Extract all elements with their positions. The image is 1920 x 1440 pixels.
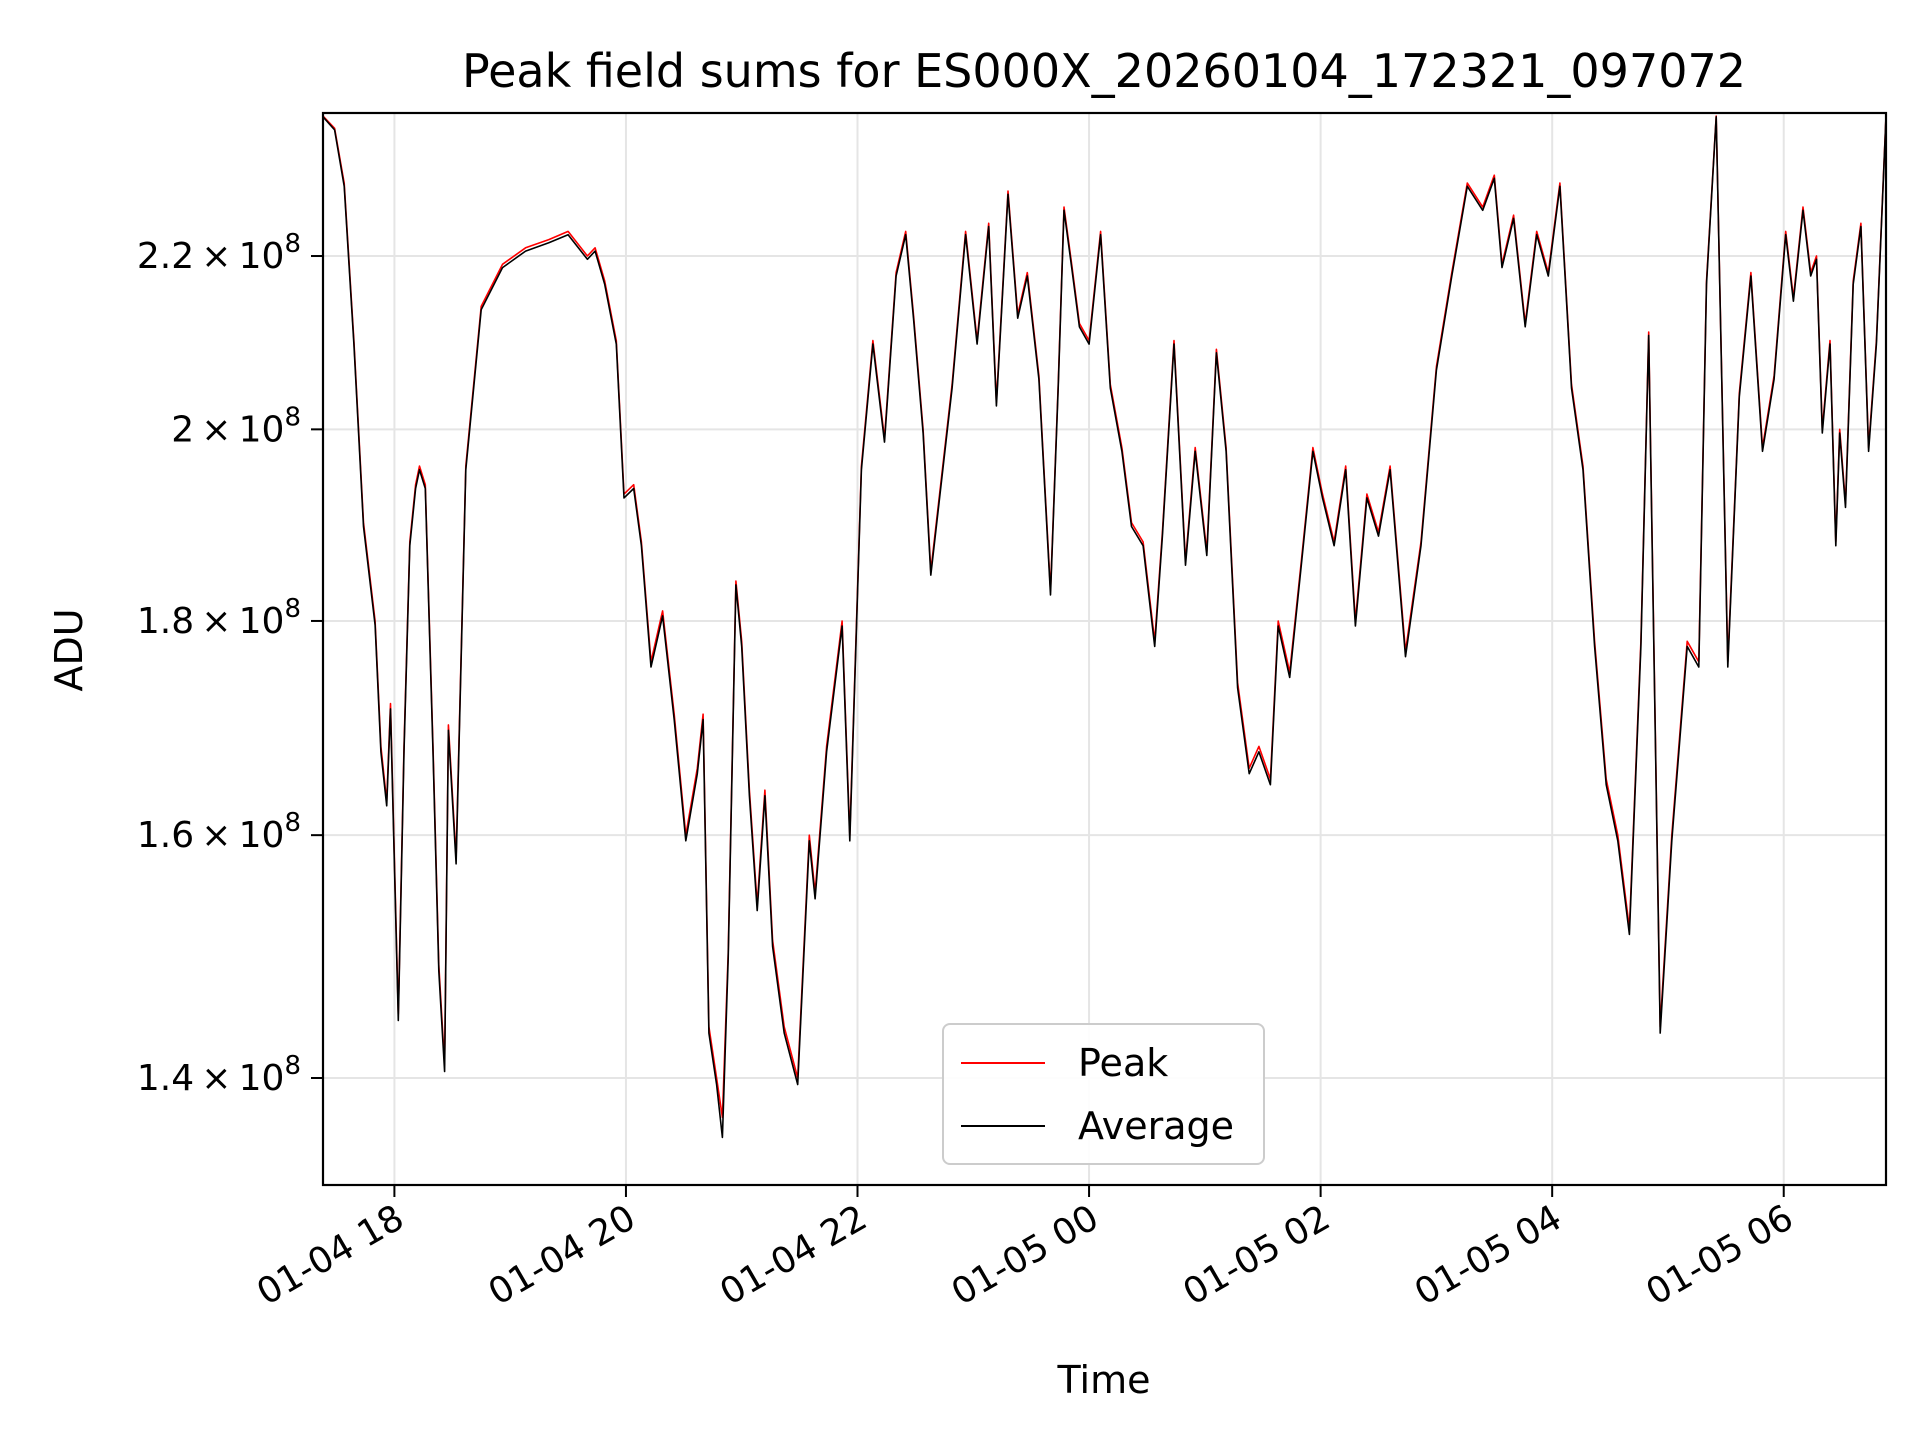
chart-title: Peak field sums for ES000X_20260104_1723… [462,44,1746,98]
plot-frame [321,111,1888,1187]
legend: Peak Average [942,1023,1265,1165]
legend-box [942,1023,1265,1165]
y-tick-label: 1.6 × 108 [137,808,301,856]
gridlines [323,113,1886,1185]
x-axis-label: Time [1057,1358,1151,1402]
legend-label-average: Average [1078,1104,1234,1148]
series-line-average [322,116,1887,1139]
y-tick-label: 2 × 108 [171,402,301,450]
series-layer [322,115,1887,1139]
y-axis-label: ADU [47,608,91,691]
y-tick-label: 2.2 × 108 [137,229,301,277]
y-tick-label: 1.4 × 108 [137,1051,301,1099]
legend-label-peak: Peak [1078,1041,1168,1085]
y-tick-label: 1.8 × 108 [137,594,301,642]
y-axis: 1.4 × 108 1.6 × 108 1.8 × 108 2 × 108 2.2 × … [137,229,323,1099]
